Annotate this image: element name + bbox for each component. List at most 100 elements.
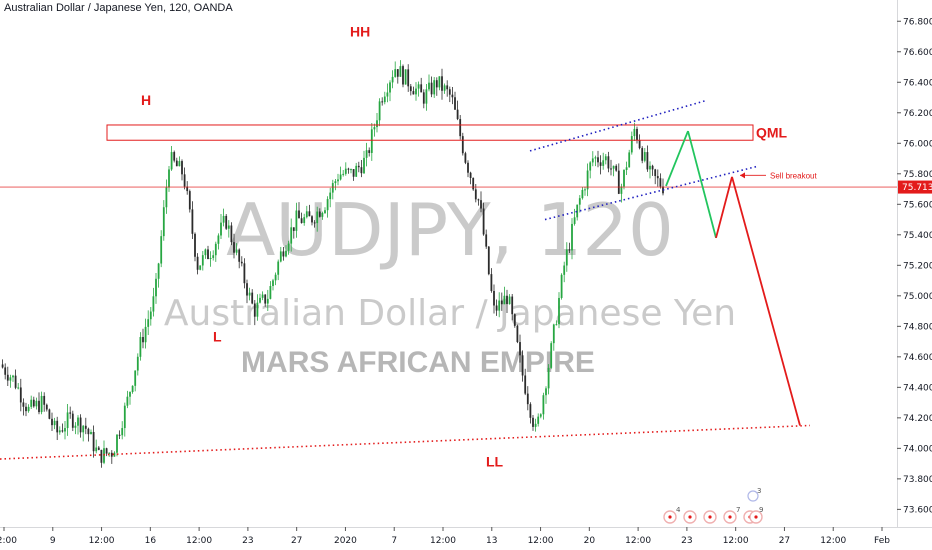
candle-body [157,263,160,279]
candle-body [607,156,610,169]
candle-body [404,69,407,85]
candle-body [251,292,254,304]
candle-body [100,449,103,463]
candle-body [360,167,363,174]
candle-body [560,274,563,298]
event-count: 4 [676,506,681,514]
candle-body [51,418,53,426]
candle-body [391,76,394,83]
candle-body [186,186,189,192]
candle-body [545,388,547,396]
candle-body [279,251,282,262]
projection-leg [731,176,801,426]
candle-body [282,251,285,257]
candle-body [64,428,66,432]
candle-body [214,243,217,256]
candle-body [183,174,186,187]
candle-body [243,263,246,284]
candle-body [430,82,433,95]
event-marker-dot [668,515,672,519]
candle-body [480,200,482,209]
candle-body [355,165,358,177]
candle-body [300,218,303,224]
price-tick-label: 76.600 [903,48,932,58]
candle-body [459,119,462,137]
candle-body [378,101,381,121]
candle-body [308,211,311,217]
projection-leg [687,130,717,239]
candle-body [230,225,233,243]
candle-body [266,298,269,304]
candle-body [464,153,467,163]
candle-body [277,261,280,275]
candle-body [116,434,118,453]
candle-body [422,92,425,104]
candle-body [110,452,113,457]
candle-body [438,76,441,88]
candle-body [659,178,662,187]
candle-body [539,414,542,417]
candle-body [324,210,326,214]
event-count: 7 [736,506,740,514]
drawings-layer [0,99,897,460]
candle-body [558,297,560,325]
candle-body [417,84,420,89]
candle-body [454,97,456,110]
candle-body [326,199,329,211]
candle-body [170,152,173,170]
candle-body [529,404,532,418]
candle-body [394,69,397,77]
label-low-2: LL [486,454,504,470]
candle-body [350,169,352,171]
candle-body [19,387,22,403]
candle-body [149,311,152,320]
channel-upper-line [529,99,707,152]
candle-body [321,213,324,217]
event-marker-dot [754,515,758,519]
candle-body [334,181,337,184]
candle-body [495,305,498,311]
candle-body [617,170,620,194]
candle-body [181,161,183,175]
candle-body [477,199,480,201]
candle-body [1,364,4,368]
candle-body [586,170,589,190]
candle-body [636,128,638,141]
price-tick-label: 76.400 [903,78,932,88]
candle-body [66,412,69,429]
candle-body [573,217,576,224]
candle-body [519,342,521,356]
candle-body [97,447,100,450]
candle-body [173,152,176,161]
candle-body [126,396,129,406]
candle-body [90,431,92,435]
price-tick-label: 75.600 [903,200,932,210]
candle-body [443,85,446,91]
support-trendline [0,424,811,460]
candle-body [123,405,126,429]
candle-body [4,367,7,375]
candle-body [649,165,651,170]
candle-body [129,392,131,397]
candle-body [633,128,636,137]
time-tick-label: 12:00 [89,536,115,546]
candle-body [467,162,469,173]
candle-body [643,152,646,161]
candle-body [415,88,417,95]
time-tick-label: 12:00 [0,536,17,546]
event-marker-flag [747,490,759,502]
candle-body [84,425,87,429]
candle-body [352,169,355,177]
candle-body [516,325,519,343]
candle-body [420,84,423,93]
candle-body [162,207,165,237]
candle-body [386,92,389,97]
candle-body [318,211,321,217]
candle-body [196,256,199,270]
candle-body [56,420,59,433]
candle-body [357,165,360,168]
candle-body [610,168,612,170]
time-tick-label: 12:00 [186,536,212,546]
candle-body [261,294,264,298]
